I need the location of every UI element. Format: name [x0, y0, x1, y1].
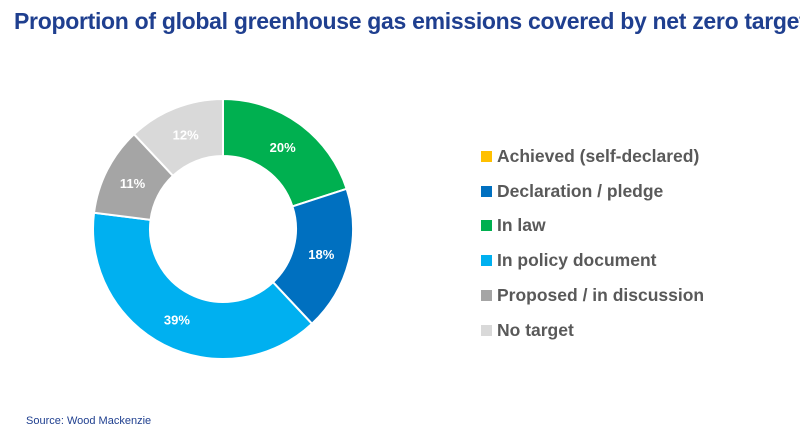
- legend-item: No target: [481, 313, 704, 348]
- slice-in-law: [222, 97, 348, 208]
- legend-label: In law: [497, 215, 546, 236]
- legend-swatch: [481, 290, 492, 302]
- slice-no-target: [132, 97, 224, 178]
- source-note: Source: Wood Mackenzie: [26, 415, 152, 427]
- slice-in-policy-document: [92, 211, 314, 360]
- data-label: 39%: [164, 312, 190, 327]
- legend-swatch: [481, 220, 492, 232]
- legend-label: No target: [497, 319, 574, 340]
- legend-item: In law: [481, 209, 704, 244]
- legend-item: Proposed / in discussion: [481, 278, 704, 313]
- legend-label: Proposed / in discussion: [497, 285, 705, 306]
- legend-swatch: [481, 255, 492, 267]
- legend-item: Achieved (self-declared): [481, 139, 704, 174]
- chart-title: Proportion of global greenhouse gas emis…: [14, 8, 800, 34]
- legend-label: Achieved (self-declared): [497, 145, 700, 166]
- legend-label: Declaration / pledge: [497, 180, 664, 201]
- data-label: 11%: [120, 176, 146, 191]
- legend-item: Declaration / pledge: [481, 174, 704, 209]
- legend-label: In policy document: [497, 250, 657, 271]
- legend-swatch: [481, 324, 492, 336]
- legend-item: In policy document: [481, 243, 704, 278]
- legend-swatch: [481, 185, 492, 197]
- legend-swatch: [481, 150, 492, 162]
- data-label: 20%: [270, 140, 296, 155]
- data-label: 18%: [308, 247, 334, 262]
- legend: Achieved (self-declared) Declaration / pl…: [481, 139, 704, 348]
- data-label: 12%: [173, 128, 199, 143]
